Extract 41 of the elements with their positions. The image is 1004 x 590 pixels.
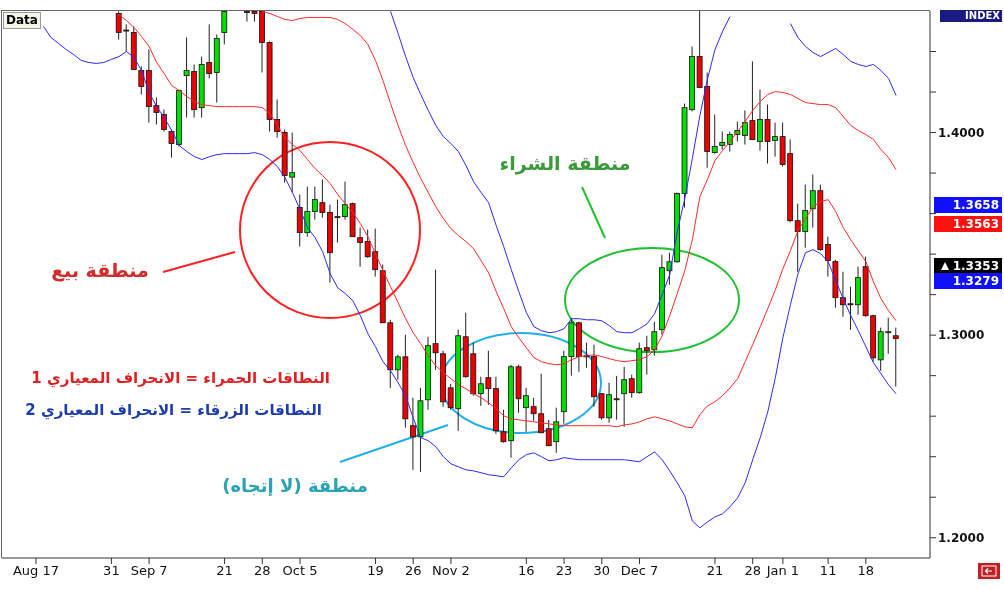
line-series	[43, 25, 897, 529]
candlestick	[824, 236, 831, 278]
x-tick-label: 18	[857, 563, 875, 579]
x-tick-label: Jan 1	[765, 563, 800, 579]
annotation: منطقة بيع	[51, 259, 149, 281]
annotation: منطقة (لا إتجاه)	[222, 474, 368, 496]
annotation: Data	[3, 12, 41, 29]
line-series	[261, 11, 897, 366]
x-tick-label: 30	[593, 563, 611, 579]
annotation: النطاقات الحمراء = الانحراف المعياري 1	[31, 369, 330, 387]
x-tick-label: Sep 7	[130, 563, 168, 579]
x-tick-label: Aug 17	[12, 563, 59, 579]
text: INDEX	[940, 10, 1002, 22]
x-tick-label: 26	[404, 563, 422, 579]
y-tick-label: 1.4000	[938, 125, 985, 140]
x-tick-label: 28	[254, 563, 271, 579]
x-tick-label: 19	[367, 563, 384, 579]
text: 1.3563	[952, 217, 1000, 231]
candlestick	[719, 131, 726, 151]
candlestick	[221, 11, 228, 45]
candlestick	[711, 114, 718, 155]
annotation: منطقة الشراء	[499, 152, 631, 174]
y-tick-label: 1.2000	[938, 531, 985, 545]
x-tick-label: 28	[744, 563, 761, 579]
candlestick	[892, 327, 899, 388]
candlestick	[138, 66, 145, 95]
x-tick-label: Oct 5	[282, 563, 318, 579]
text: 1.3279	[952, 274, 1000, 288]
x-tick-label: 11	[819, 563, 837, 579]
text: 1.3658	[952, 198, 1000, 212]
candlestick	[621, 366, 628, 428]
x-tick-label: Dec 7	[620, 563, 659, 579]
y-tick-label: 1.3000	[938, 328, 985, 343]
annotation: النطاقات الزرقاء = الانحراف المعياري 2	[25, 401, 322, 419]
x-tick-label: 21	[706, 563, 724, 579]
text: 1.3353	[952, 259, 1000, 273]
x-tick-label: 21	[216, 563, 233, 579]
x-tick-label: 23	[555, 563, 573, 579]
x-tick-label: 16	[518, 563, 535, 579]
x-tick-label: 31	[103, 563, 120, 579]
x-tick-label: Nov 2	[432, 563, 470, 579]
